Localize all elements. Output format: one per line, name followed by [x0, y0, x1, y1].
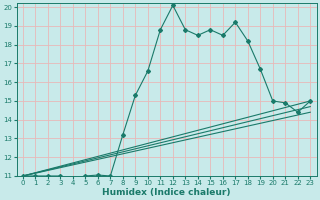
X-axis label: Humidex (Indice chaleur): Humidex (Indice chaleur) — [102, 188, 231, 197]
